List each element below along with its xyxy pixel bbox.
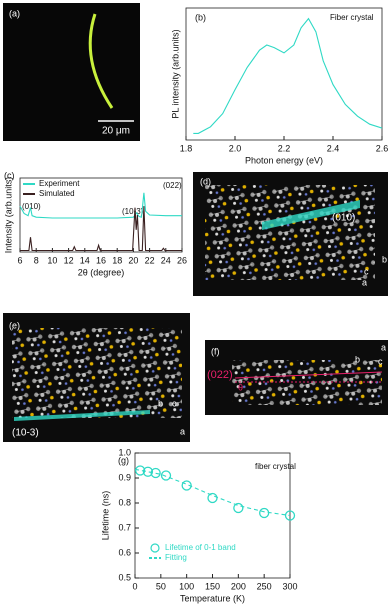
annotation: (022) [163, 181, 182, 190]
axis-letter: b [158, 398, 163, 408]
panel-f: (f) (022) θ a b c [205, 340, 388, 415]
panel-label: (e) [9, 320, 20, 330]
series-line [193, 17, 383, 134]
x-tick-label: 18 [112, 255, 122, 265]
panel-label: (c) [4, 170, 15, 180]
axis-letter: c [378, 356, 383, 366]
x-tick-label: 14 [80, 255, 90, 265]
y-tick-label: 1.0 [118, 447, 131, 457]
y-tick-label: 0.7 [118, 522, 131, 532]
x-tick-label: 2.0 [229, 143, 242, 153]
axis-letter: a [362, 277, 367, 287]
panel-e: (e) (10-3) b c a [3, 313, 190, 442]
scale-label: 20 μm [102, 126, 130, 137]
panel-d: (d) (010) c a b [193, 172, 388, 296]
series-line [20, 206, 182, 252]
fiber [88, 13, 114, 109]
series-line [19, 192, 182, 219]
legend-label: Lifetime of 0-1 band [165, 543, 236, 552]
panel-label: (b) [195, 12, 206, 22]
y-axis-label: Intensity (arb.units) [3, 177, 13, 254]
annotation: fiber crystal [255, 462, 296, 471]
x-tick-label: 250 [257, 581, 272, 591]
x-tick-label: 2.2 [278, 143, 291, 153]
molecules [205, 185, 375, 280]
panel-label: (f) [211, 346, 220, 356]
panel-a: (a) 20 μm [3, 3, 140, 141]
legend-label: Experiment [39, 179, 80, 188]
x-tick-label: 2.4 [327, 143, 340, 153]
x-tick-label: 10 [47, 255, 57, 265]
x-tick-label: 50 [156, 581, 166, 591]
x-tick-label: 0 [132, 581, 137, 591]
data-point [181, 480, 192, 491]
legend-label: Fitting [165, 553, 187, 562]
data-point [207, 492, 218, 504]
x-tick-label: 200 [231, 581, 246, 591]
x-tick-label: 150 [205, 581, 220, 591]
y-axis-label: Lifetime (ns) [100, 491, 110, 541]
y-axis-label: PL intensity (arb.units) [170, 29, 180, 118]
axis-letter: b [382, 254, 387, 264]
plane-label: (10-3) [12, 428, 39, 439]
x-tick-label: 26 [177, 255, 187, 265]
x-axis-label: 2θ (degree) [78, 267, 125, 277]
angle-label: θ [238, 382, 243, 392]
legend-marker [150, 543, 160, 553]
x-tick-label: 8 [34, 255, 39, 265]
photo [3, 3, 140, 141]
legend-label: Simulated [39, 189, 75, 198]
x-tick-label: 2.6 [376, 143, 389, 153]
annotation: (010) [22, 202, 41, 211]
series-line [134, 468, 291, 517]
axis-letter: a [381, 342, 386, 352]
annotation: Fiber crystal [330, 13, 374, 22]
axis-letter: c [364, 266, 369, 276]
x-tick-label: 100 [179, 581, 194, 591]
data-point [142, 466, 154, 477]
x-tick-label: 6 [17, 255, 22, 265]
data-point [160, 470, 172, 481]
axis-letter: a [180, 426, 185, 436]
x-tick-label: 1.8 [180, 143, 193, 153]
plane [14, 410, 150, 421]
plane [262, 200, 360, 230]
data-point [135, 465, 146, 476]
molecules [12, 328, 182, 418]
panel-label: (g) [118, 455, 129, 465]
x-tick-label: 20 [128, 255, 138, 265]
x-axis-label: Photon energy (eV) [245, 155, 323, 165]
x-tick-label: 12 [64, 255, 74, 265]
x-axis-label: Temperature (K) [180, 593, 245, 603]
plane-label: (010) [332, 213, 355, 224]
panel-label: (a) [9, 8, 20, 18]
data-point [284, 510, 296, 521]
axis-letter: b [355, 354, 360, 364]
data-point [150, 467, 161, 479]
annotation: (10-3) [122, 207, 144, 216]
y-tick-label: 0.9 [118, 472, 131, 482]
y-tick-label: 0.8 [118, 497, 131, 507]
data-point [259, 507, 270, 519]
x-tick-label: 24 [161, 255, 171, 265]
x-tick-label: 22 [145, 255, 155, 265]
plane-line [234, 371, 383, 379]
data-point [233, 502, 244, 514]
y-tick-label: 0.6 [118, 547, 131, 557]
plot-frame [134, 452, 291, 579]
y-tick-label: 0.5 [118, 572, 131, 582]
plot-frame [185, 7, 383, 141]
x-tick-label: 300 [282, 581, 297, 591]
axis-letter: c [172, 398, 177, 408]
panel-label: (d) [200, 176, 211, 186]
plane-label: (022) [207, 369, 233, 381]
x-tick-label: 16 [96, 255, 106, 265]
